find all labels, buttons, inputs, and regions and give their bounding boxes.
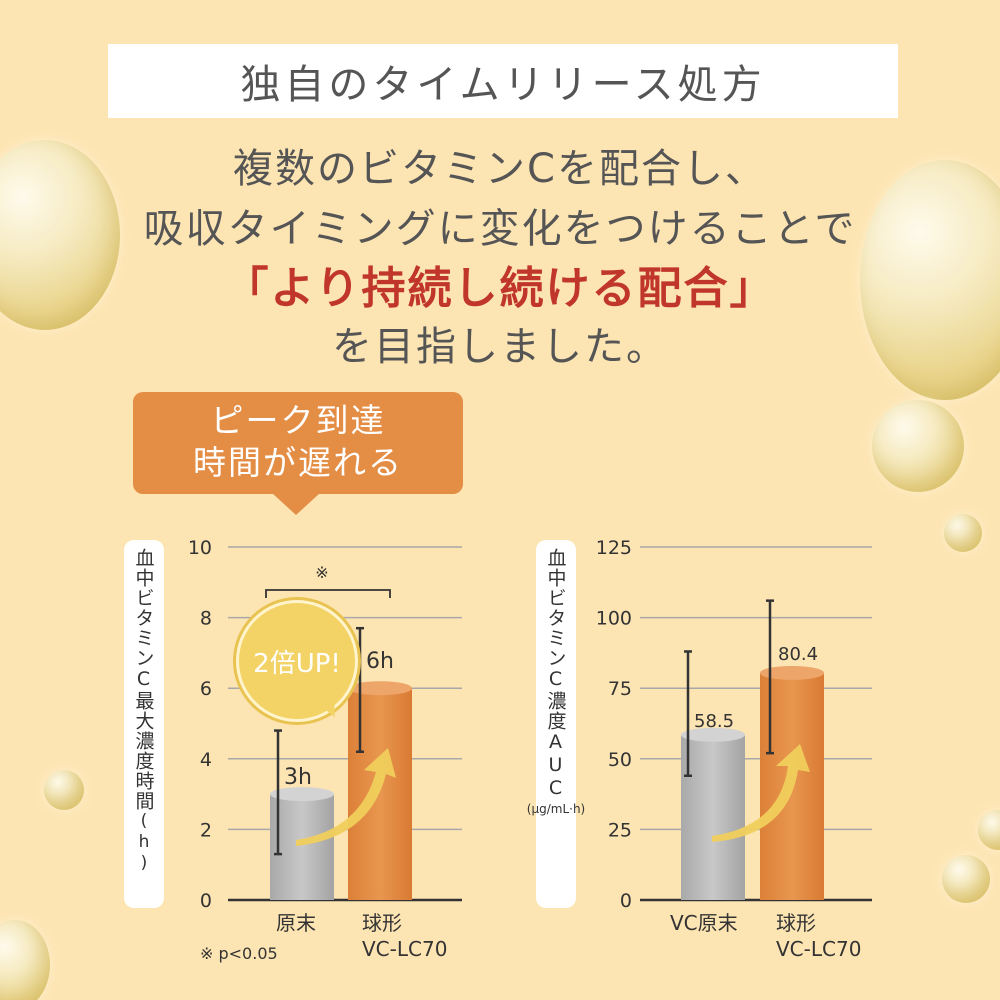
- chart1-xlabel-2-line2: VC-LC70: [362, 937, 448, 961]
- bar: [270, 794, 334, 900]
- chart2-ylabel-unit: (μg/mL·h): [526, 802, 586, 816]
- significance-bracket: [265, 589, 391, 598]
- y-tick-label: 125: [596, 537, 632, 559]
- bubble-decoration: [942, 855, 990, 903]
- callout-line-1: ピーク到達: [210, 401, 386, 440]
- chart2-xlabel-2-line2: VC-LC70: [776, 937, 862, 961]
- bar-top: [760, 665, 824, 680]
- increase-arrow: [296, 748, 396, 846]
- y-tick-label: 4: [200, 749, 212, 771]
- y-tick-label: 100: [596, 608, 632, 630]
- data-label: 3h: [284, 765, 312, 790]
- chart2-ylabel: 血中ビタミンC濃度AUC: [544, 548, 567, 800]
- bar-top: [270, 787, 334, 802]
- y-tick-label: 10: [188, 537, 212, 559]
- data-label: 80.4: [778, 644, 818, 665]
- chart1: 0 2 4 6 8 10 3h 6h ※: [188, 537, 462, 912]
- chart1-xlabel-2-line1: 球形: [362, 911, 402, 935]
- chart2-xlabel-2: 球形 VC-LC70: [776, 910, 861, 962]
- chart2-xlabel-1: VC原末: [670, 911, 738, 935]
- lead-highlight: 「より持続し続ける配合」: [224, 263, 776, 314]
- bubble-decoration: [872, 400, 964, 492]
- y-tick-label: 25: [608, 819, 632, 841]
- bubble-decoration: [944, 514, 982, 552]
- bubble-decoration: [860, 160, 1000, 400]
- page-title: 独自のタイムリリース処方: [108, 44, 898, 118]
- bar: [348, 688, 412, 900]
- bar-top: [348, 681, 412, 696]
- y-tick-label: 2: [200, 819, 212, 841]
- chart1-xlabel-2: 球形 VC-LC70: [362, 910, 447, 962]
- bubble-decoration: [978, 810, 1000, 850]
- chart1-xlabel-1: 原末: [276, 911, 316, 935]
- chart1-ylabel: 血中ビタミンC最大濃度時間: [132, 548, 155, 811]
- data-label: 58.5: [694, 711, 734, 732]
- lead-line-1: 複数のビタミンCを配合し、: [233, 146, 767, 192]
- chart2: 0 25 50 75 100 125 58.5 80.4: [596, 537, 872, 912]
- bar-top: [681, 727, 745, 742]
- peak-callout: ピーク到達 時間が遅れる: [133, 392, 463, 494]
- callout-line-2: 時間が遅れる: [193, 443, 403, 482]
- increase-arrow: [712, 744, 810, 842]
- callout-tail: [272, 493, 320, 515]
- lead-line-4: を目指しました。: [332, 324, 668, 370]
- y-tick-label: 0: [620, 890, 632, 912]
- chart1-ylabel-box: 血中ビタミンC最大濃度時間 (h): [124, 540, 164, 908]
- significance-mark: ※: [315, 563, 328, 582]
- y-tick-label: 0: [200, 890, 212, 912]
- chart1-ylabel-unit: (h): [134, 811, 154, 874]
- bubble-decoration: [44, 770, 84, 810]
- y-tick-label: 6: [200, 678, 212, 700]
- lead-line-2: 吸収タイミングに変化をつけることで: [143, 206, 857, 252]
- y-tick-label: 75: [608, 678, 632, 700]
- chart2-xlabel-2-line1: 球形: [776, 911, 816, 935]
- y-tick-label: 8: [200, 608, 212, 630]
- y-tick-label: 50: [608, 749, 632, 771]
- bar: [681, 734, 745, 900]
- chart2-ylabel-box: 血中ビタミンC濃度AUC (μg/mL·h): [527, 540, 585, 908]
- double-up-badge: 2倍UP!: [236, 600, 358, 722]
- footnote: ※ p<0.05: [200, 944, 278, 963]
- bubble-decoration: [0, 140, 120, 330]
- data-label: 6h: [366, 649, 394, 674]
